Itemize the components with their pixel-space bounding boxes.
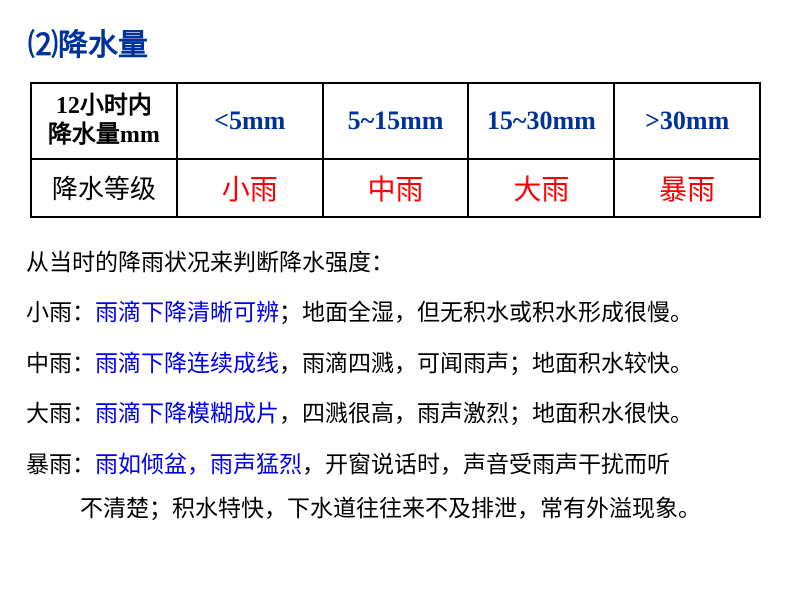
desc-highlight: 雨滴下降模糊成片 [95, 401, 279, 426]
desc-label: 暴雨： [26, 452, 95, 477]
level-cell: 中雨 [323, 159, 469, 217]
description-continue: 不清楚；积水特快，下水道往往来不及排泄，常有外溢现象。 [80, 492, 770, 527]
amount-cell: 15~30mm [468, 83, 614, 159]
description-line: 大雨：雨滴下降模糊成片，四溅很高，雨声激烈；地面积水很快。 [26, 397, 770, 432]
section-title: ⑵降水量 [24, 20, 770, 64]
level-cell: 大雨 [468, 159, 614, 217]
desc-highlight: 雨如倾盆，雨声猛烈 [95, 452, 302, 477]
amount-cell: 5~15mm [323, 83, 469, 159]
desc-highlight: 雨滴下降连续成线 [95, 351, 279, 376]
description-line: 暴雨：雨如倾盆，雨声猛烈，开窗说话时，声音受雨声干扰而听 [26, 448, 770, 483]
precipitation-table: 12小时内 降水量mm <5mm 5~15mm 15~30mm >30mm 降水… [30, 82, 761, 218]
desc-rest: ；地面全湿，但无积水或积水形成很慢。 [279, 300, 693, 325]
desc-label: 大雨： [26, 401, 95, 426]
amount-cell: >30mm [614, 83, 760, 159]
desc-label: 小雨： [26, 300, 95, 325]
level-cell: 暴雨 [614, 159, 760, 217]
header-line1: 12小时内 [56, 93, 152, 119]
desc-rest: ，雨滴四溅，可闻雨声；地面积水较快。 [279, 351, 693, 376]
header-cell: 12小时内 降水量mm [31, 83, 177, 159]
level-cell: 小雨 [177, 159, 323, 217]
intro-text: 从当时的降雨状况来判断降水强度： [26, 246, 770, 281]
amount-cell: <5mm [177, 83, 323, 159]
description-line: 小雨：雨滴下降清晰可辨；地面全湿，但无积水或积水形成很慢。 [26, 296, 770, 331]
table-row: 12小时内 降水量mm <5mm 5~15mm 15~30mm >30mm [31, 83, 760, 159]
desc-rest: ，开窗说话时，声音受雨声干扰而听 [302, 452, 670, 477]
header-line2: 降水量mm [48, 122, 160, 148]
level-label-cell: 降水等级 [31, 159, 177, 217]
table-row: 降水等级 小雨 中雨 大雨 暴雨 [31, 159, 760, 217]
description-line: 中雨：雨滴下降连续成线，雨滴四溅，可闻雨声；地面积水较快。 [26, 347, 770, 382]
desc-rest: ，四溅很高，雨声激烈；地面积水很快。 [279, 401, 693, 426]
desc-highlight: 雨滴下降清晰可辨 [95, 300, 279, 325]
desc-label: 中雨： [26, 351, 95, 376]
